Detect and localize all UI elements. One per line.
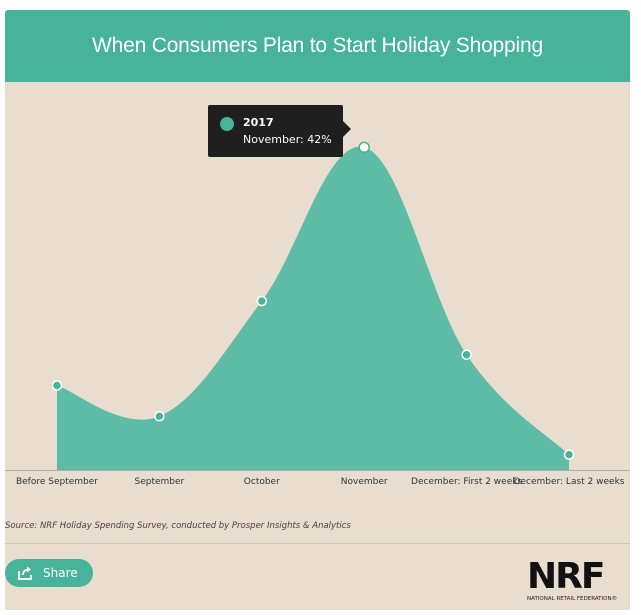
chart-title: When Consumers Plan to Start Holiday Sho… bbox=[92, 34, 543, 57]
logo-tagline: NATIONAL RETAIL FEDERATION® bbox=[527, 596, 618, 602]
data-point-december-last-2-weeks[interactable] bbox=[563, 449, 575, 460]
tooltip-value: November: 42% bbox=[243, 133, 332, 146]
data-point-before-september[interactable] bbox=[51, 380, 63, 391]
share-button[interactable]: Share bbox=[5, 559, 93, 587]
nrf-logo[interactable]: NRF NATIONAL RETAIL FEDERATION® bbox=[527, 556, 627, 608]
data-point-november[interactable] bbox=[358, 141, 370, 154]
share-icon bbox=[18, 566, 32, 580]
x-tick-label: November bbox=[341, 477, 388, 487]
share-label: Share bbox=[43, 566, 78, 580]
tooltip-series-dot bbox=[220, 117, 234, 131]
x-tick-label: October bbox=[244, 477, 280, 487]
area-chart: Before September September October November… bbox=[5, 141, 630, 487]
data-point-december-first-2-weeks[interactable] bbox=[461, 349, 472, 361]
tooltip-series: 2017 bbox=[243, 116, 274, 129]
series-area-2017 bbox=[57, 146, 569, 471]
data-point-october[interactable] bbox=[256, 295, 268, 307]
x-tick-label: December: First 2 weeks bbox=[411, 477, 522, 487]
x-tick-label: September bbox=[135, 477, 185, 487]
divider bbox=[5, 543, 630, 544]
x-tick-label: Before September bbox=[16, 477, 98, 487]
x-tick-label: December: Last 2 weeks bbox=[514, 477, 625, 487]
title-bar: When Consumers Plan to Start Holiday Sho… bbox=[5, 10, 630, 82]
data-point-september[interactable] bbox=[154, 410, 165, 422]
logo-mark: NRF bbox=[527, 556, 605, 597]
chart-card: When Consumers Plan to Start Holiday Sho… bbox=[5, 10, 630, 610]
source-note: Source: NRF Holiday Spending Survey, con… bbox=[5, 521, 351, 531]
tooltip: 2017 November: 42% bbox=[208, 105, 351, 157]
